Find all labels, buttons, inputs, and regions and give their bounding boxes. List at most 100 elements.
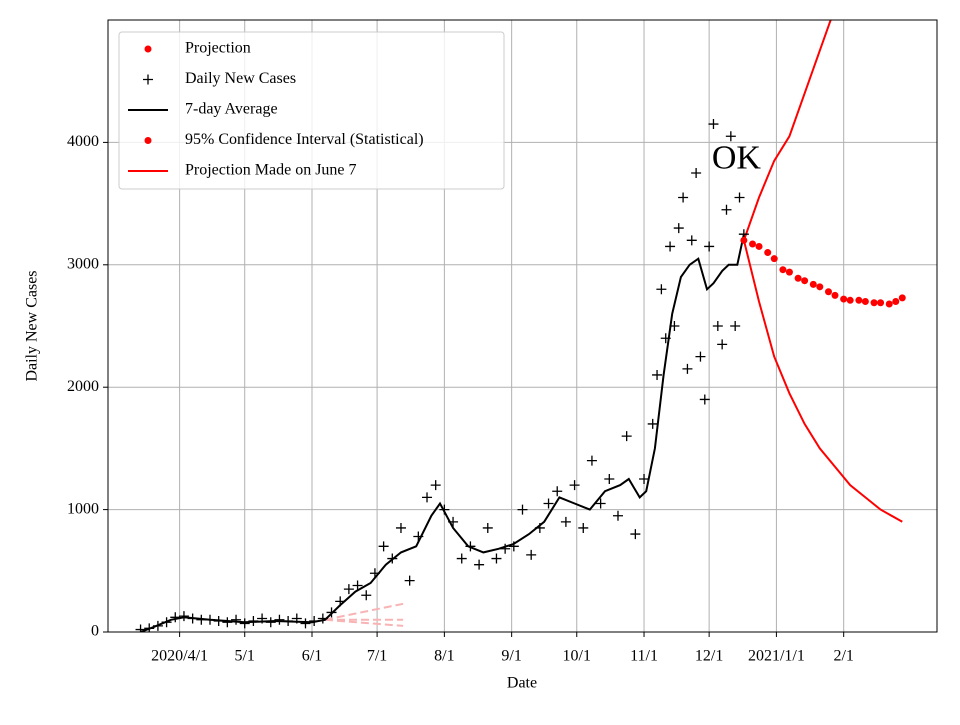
x-tick-label: 2020/4/1: [151, 648, 208, 665]
case-marker: [595, 498, 606, 509]
case-marker: [621, 431, 632, 442]
case-marker: [630, 529, 641, 540]
case-marker: [422, 492, 433, 503]
projection-dot: [755, 242, 763, 250]
case-marker: [274, 614, 285, 625]
case-marker: [730, 321, 741, 331]
case-marker: [612, 510, 623, 521]
case-marker: [569, 480, 580, 491]
case-marker: [456, 553, 467, 564]
projection-dot: [749, 240, 757, 248]
case-marker: [231, 614, 242, 625]
legend-box: [118, 31, 505, 190]
projection-dot: [801, 277, 809, 285]
case-marker: [395, 522, 406, 533]
x-tick-label: 5/1: [234, 648, 254, 665]
legend-symbol: [144, 137, 152, 144]
case-marker: [474, 559, 485, 570]
case-marker: [647, 418, 658, 429]
case-marker: [430, 480, 441, 491]
case-marker: [686, 235, 697, 246]
legend-label: Projection Made on June 7: [185, 162, 357, 179]
annotation: OK: [712, 140, 762, 177]
case-marker: [695, 351, 706, 362]
legend-label: 95% Confidence Interval (Statistical): [185, 131, 424, 148]
x-tick-label: 12/1: [695, 648, 723, 665]
case-marker: [491, 553, 502, 564]
case-marker: [586, 455, 597, 466]
case-marker: [717, 339, 728, 350]
case-marker: [552, 486, 563, 497]
case-marker: [652, 369, 663, 380]
case-marker: [543, 498, 554, 509]
case-marker: [300, 618, 311, 629]
projection-dot: [846, 296, 854, 304]
projection-dot: [779, 266, 787, 274]
x-tick-label: 2/1: [833, 648, 853, 665]
case-marker: [378, 541, 389, 552]
legend-symbol: [143, 74, 153, 85]
projection-dot: [809, 280, 817, 288]
case-marker: [239, 618, 250, 629]
case-marker: [673, 223, 684, 234]
x-tick-label: 8/1: [434, 648, 454, 665]
projection-dot: [840, 295, 848, 303]
average-line: [140, 233, 745, 632]
projection-dot: [898, 294, 906, 302]
y-axis-label: Daily New Cases: [24, 270, 41, 381]
case-marker: [343, 584, 354, 595]
x-tick-label: 9/1: [501, 648, 521, 665]
projection-dot: [764, 249, 772, 257]
x-tick-label: 7/1: [367, 648, 387, 665]
y-tick-label: 0: [91, 623, 99, 640]
x-tick-label: 11/1: [630, 648, 658, 665]
y-tick-label: 2000: [67, 378, 99, 395]
case-marker: [656, 284, 667, 295]
legend-label: Projection: [185, 40, 251, 57]
x-tick-label: 6/1: [302, 648, 322, 665]
case-marker: [691, 168, 702, 178]
y-tick-label: 4000: [67, 133, 99, 150]
projection-dot: [831, 291, 839, 299]
projection-dot: [892, 298, 900, 306]
projection-dot: [824, 288, 832, 296]
case-marker: [721, 204, 732, 215]
y-tick-label: 3000: [67, 255, 99, 272]
case-marker: [708, 119, 719, 130]
legend-label: 7-day Average: [185, 101, 278, 118]
x-tick-label: 10/1: [563, 648, 591, 665]
case-marker: [526, 549, 537, 560]
legend: Projection Daily New Cases 7-day Average 95…: [118, 31, 505, 190]
projection-dot: [794, 274, 802, 282]
projection-dot: [785, 268, 793, 276]
projection-dot: [870, 299, 878, 307]
plot-area: OK: [135, 20, 906, 632]
y-tick-label: 1000: [67, 500, 99, 517]
june-projection-line: [324, 602, 404, 621]
projection-dot: [855, 296, 863, 304]
case-marker: [404, 575, 415, 586]
case-marker: [682, 363, 693, 374]
case-marker: [560, 516, 571, 527]
case-marker: [135, 624, 146, 632]
projection-dot: [885, 300, 893, 308]
case-marker: [704, 241, 715, 252]
projection-dot: [816, 283, 824, 291]
projection-dot: [770, 255, 778, 263]
case-marker: [482, 522, 493, 533]
axes-frame: [107, 19, 938, 633]
case-marker: [639, 474, 650, 484]
projection-dot: [877, 299, 885, 307]
confidence-line: [742, 20, 832, 241]
case-marker: [361, 590, 372, 601]
legend-label: Daily New Cases: [185, 70, 296, 87]
case-marker: [699, 394, 710, 405]
x-axis-label: Date: [507, 675, 537, 692]
legend-symbol: [144, 45, 152, 53]
case-marker: [578, 522, 589, 533]
confidence-line: [742, 240, 903, 523]
projection-dot: [740, 236, 748, 244]
case-marker: [604, 474, 615, 484]
case-marker: [725, 131, 736, 142]
